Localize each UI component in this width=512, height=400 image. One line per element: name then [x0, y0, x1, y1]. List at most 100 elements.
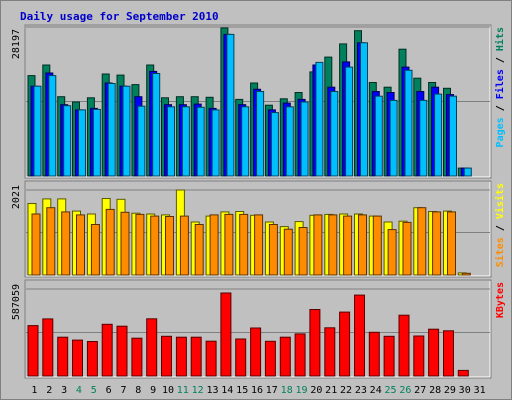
bar-pages-day-22: [345, 66, 354, 177]
bar-kbytes-day-11: [175, 336, 187, 377]
x-tick-label-day-9: 9: [150, 385, 156, 396]
bar-kbytes-day-19: [294, 333, 306, 377]
day-11-bars: [175, 336, 187, 377]
bar-kbytes-day-9: [146, 318, 158, 377]
panel-kbytes: 587059 KBytes: [11, 279, 506, 379]
day-30-bars: [457, 272, 471, 276]
bar-kbytes-day-13: [205, 340, 217, 377]
day-30-bars: [457, 369, 469, 377]
y-axis-max-label: 28197: [11, 29, 22, 59]
day-29-bars: [443, 330, 454, 377]
bar-pages-day-20: [315, 61, 324, 177]
bar-sites-day-3: [61, 211, 71, 276]
day-4-bars: [72, 101, 86, 177]
x-tick-label-day-14: 14: [221, 385, 233, 396]
bar-kbytes-day-18: [279, 336, 291, 377]
bar-kbytes-day-16: [250, 327, 262, 377]
day-23-bars: [354, 30, 368, 177]
day-4-bars: [72, 339, 83, 377]
day-9-bars: [146, 213, 160, 276]
bar-pages-day-10: [167, 106, 175, 177]
x-tick-label-day-24: 24: [370, 385, 382, 396]
x-tick-label-day-3: 3: [61, 385, 67, 396]
bar-sites-day-23: [358, 214, 367, 276]
day-5-bars: [86, 97, 101, 177]
day-24-bars: [368, 82, 383, 177]
day-28-bars: [428, 328, 440, 377]
day-20-bars: [309, 309, 321, 377]
legend-entry-files: Files: [494, 69, 506, 99]
day-21-bars: [324, 327, 336, 377]
day-18-bars: [279, 226, 293, 276]
day-20-bars: [309, 61, 324, 177]
bar-sites-day-30: [461, 272, 471, 276]
bar-sites-day-6: [105, 208, 115, 276]
y-axis-max-label: 2021: [11, 185, 22, 209]
x-tick-label-day-8: 8: [135, 385, 141, 396]
day-14-bars: [220, 292, 232, 377]
day-10-bars: [161, 214, 174, 276]
y-axis-max-label: 587059: [11, 284, 22, 320]
x-tick-label-day-28: 28: [429, 385, 441, 396]
x-tick-label-day-19: 19: [295, 385, 307, 396]
day-12-bars: [190, 221, 204, 276]
x-tick-label-day-18: 18: [281, 385, 293, 396]
day-20-bars: [309, 214, 323, 276]
bar-sites-day-13: [209, 214, 219, 276]
bar-pages-day-23: [360, 42, 368, 177]
day-1-bars: [27, 325, 39, 377]
bar-sites-day-28: [432, 211, 442, 276]
bar-kbytes-day-7: [116, 325, 128, 377]
bar-sites-day-17: [268, 224, 278, 276]
day-2-bars: [42, 198, 56, 276]
bar-sites-day-2: [46, 207, 56, 276]
day-3-bars: [57, 336, 69, 377]
day-25-bars: [383, 86, 398, 177]
bar-sites-day-10: [165, 216, 174, 276]
bar-kbytes-day-14: [220, 292, 232, 377]
day-21-bars: [324, 56, 339, 177]
day-19-bars: [294, 221, 308, 276]
day-12-bars: [190, 96, 205, 177]
bar-kbytes-day-5: [86, 341, 98, 377]
day-8-bars: [131, 84, 146, 177]
x-tick-label-day-23: 23: [355, 385, 367, 396]
bar-pages-day-27: [419, 99, 428, 177]
legend-kbytes: KBytes: [495, 282, 506, 318]
bar-pages-day-4: [78, 109, 86, 177]
day-7-bars: [116, 74, 131, 177]
day-22-bars: [339, 311, 351, 377]
bar-pages-day-25: [389, 99, 398, 177]
bar-pages-day-24: [374, 95, 383, 177]
x-tick-label-day-2: 2: [46, 385, 52, 396]
day-15-bars: [235, 98, 250, 177]
x-tick-label-day-13: 13: [206, 385, 218, 396]
bar-sites-day-9: [150, 215, 160, 276]
bar-sites-day-16: [254, 214, 264, 276]
bar-sites-day-12: [194, 224, 204, 276]
bar-pages-day-19: [300, 101, 309, 177]
day-29-bars: [443, 210, 456, 276]
bar-pages-day-21: [330, 91, 339, 177]
day-24-bars: [368, 215, 382, 276]
x-tick-label-day-4: 4: [76, 385, 82, 396]
bar-sites-day-22: [343, 215, 353, 276]
x-tick-label-day-29: 29: [444, 385, 456, 396]
day-27-bars: [413, 335, 425, 377]
legend-entry-visits: Visits: [494, 183, 506, 219]
legend-separator: /: [495, 219, 506, 237]
bar-kbytes-day-28: [428, 328, 440, 377]
day-30-bars: [457, 167, 472, 177]
day-5-bars: [86, 341, 98, 377]
day-25-bars: [383, 335, 395, 377]
x-tick-label-day-20: 20: [310, 385, 322, 396]
bar-kbytes-day-23: [354, 294, 365, 377]
bar-kbytes-day-20: [309, 309, 321, 377]
bar-pages-day-6: [107, 83, 116, 177]
day-15-bars: [235, 211, 249, 276]
bar-pages-day-12: [196, 106, 205, 177]
day-11-bars: [175, 96, 190, 177]
bar-pages-day-30: [463, 167, 472, 177]
